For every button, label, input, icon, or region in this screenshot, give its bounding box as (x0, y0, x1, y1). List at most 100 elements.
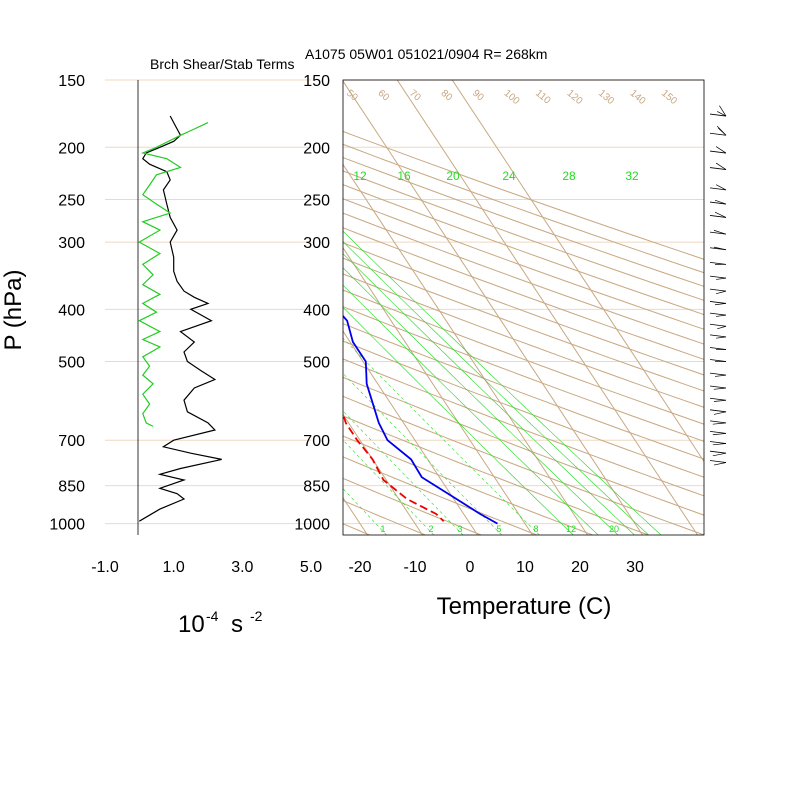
wind-barb-flag-740-0 (712, 452, 727, 457)
wind-barbs (709, 105, 727, 466)
left-x-tick-1.0: 1.0 (163, 559, 185, 576)
isotherm-40 (396, 80, 698, 535)
left-x-tick--1.0: -1.0 (91, 559, 119, 576)
wind-barb-flag-590-0 (713, 399, 727, 402)
right-isobar-lines (343, 80, 704, 525)
left-panel-title: Brch Shear/Stab Terms (150, 56, 294, 72)
left-y-tick-300: 300 (58, 235, 85, 252)
wind-barb-shaft-190 (709, 132, 727, 136)
stab-term-line (137, 122, 209, 427)
wind-barb-flag-650-0 (712, 422, 727, 425)
dry-adiabat-label-60: 60 (376, 88, 392, 104)
wind-barb-shaft-410 (709, 312, 727, 316)
right-x-axis-title: Temperature (C) (437, 593, 612, 620)
mixing-ratio-32 (343, 230, 662, 535)
wind-barb-flag-530-0 (714, 374, 727, 377)
left-y-tick-700: 700 (58, 433, 85, 450)
left-y-tick-850: 850 (58, 479, 85, 496)
temp-tick-10: 10 (516, 559, 534, 576)
left-x-tick-5.0: 5.0 (300, 559, 322, 576)
right-y-tick-250: 250 (303, 192, 330, 209)
mixing-label-lower-2: 2 (428, 524, 433, 534)
mixing-label-lower-12: 12 (566, 524, 576, 534)
right-y-tick-1000: 1000 (294, 517, 330, 534)
mixing-label-upper-16: 16 (397, 169, 411, 183)
right-x-tick-labels: -20 -10 0 10 20 30 (348, 559, 644, 576)
wind-barb-flag-310-0 (713, 246, 727, 251)
mixing-label-lower-1: 1 (380, 524, 385, 534)
isotherm-10 (343, 246, 533, 535)
mixing-ratio-lines (343, 230, 662, 535)
mixing-label-upper-24: 24 (502, 169, 516, 183)
dry-adiabat-350 (343, 323, 704, 460)
dry-adiabat-320 (343, 376, 704, 516)
dry-adiabat-480 (343, 130, 704, 260)
left-y-tick-200: 200 (58, 140, 85, 157)
dry-adiabat-400 (343, 242, 704, 376)
left-y-axis-title: P (hPa) (0, 270, 27, 351)
mixing-ratio-20 (343, 267, 619, 535)
left-x-tick-labels: -1.0 1.0 3.0 5.0 (91, 559, 322, 576)
wind-barb-shaft-255 (709, 201, 727, 205)
dry-adiabat-430 (343, 198, 704, 330)
right-plot-frame (342, 79, 705, 536)
wind-barb-shaft-370 (709, 288, 727, 292)
dry-adiabat-label-100: 100 (502, 88, 522, 107)
wind-barb-shaft-590 (709, 397, 727, 401)
right-y-tick-500: 500 (303, 355, 330, 372)
dry-adiabat-330 (343, 358, 704, 497)
wind-barb-flag-350-0 (716, 277, 727, 280)
x-unit-exp1: -4 (206, 608, 219, 624)
left-x-axis-title: 10 -4 s -2 (178, 608, 263, 638)
left-y-tick-500: 500 (58, 355, 85, 372)
dry-adiabat-440 (343, 184, 704, 316)
shear-term-line (138, 115, 222, 522)
wind-barb-flag-680-0 (712, 433, 727, 436)
dry-adiabat-310 (343, 395, 704, 535)
isotherm-50 (451, 80, 704, 463)
mixing-label-lower-20: 20 (609, 524, 619, 534)
right-y-tick-labels: 150 200 250 300 400 500 700 850 1000 (294, 73, 330, 534)
right-y-tick-850: 850 (303, 479, 330, 496)
dry-adiabat-label-70: 70 (407, 88, 423, 104)
temperature-profile-line (343, 314, 498, 525)
dry-adiabat-340 (343, 340, 704, 478)
dry-adiabat-label-140: 140 (628, 88, 648, 107)
temp-tick-20: 20 (571, 559, 589, 576)
wind-barb-flag-220-0 (715, 162, 727, 170)
dry-adiabat-label-150: 150 (659, 88, 679, 107)
dry-adiabat-380 (343, 273, 704, 408)
mixing-label-lower-8: 8 (533, 524, 538, 534)
dry-adiabat-410 (343, 227, 704, 360)
dry-adiabat-290 (343, 435, 593, 535)
wind-barb-flag-410-0 (716, 314, 727, 317)
wind-barb-flag-390-0 (714, 303, 727, 306)
wind-barb-flag-450-0 (716, 336, 727, 339)
wind-barb-shaft-220 (709, 167, 727, 170)
wind-barb-shaft-175 (709, 113, 727, 117)
mixing-ratio-3 (343, 410, 464, 535)
left-y-tick-1000: 1000 (49, 517, 85, 534)
wind-barb-shaft-680 (709, 431, 727, 434)
right-y-tick-150: 150 (303, 73, 330, 90)
dry-adiabat-470 (343, 143, 704, 274)
dry-adiabat-390 (343, 257, 704, 392)
left-panel: 150 200 250 300 400 500 700 850 1000 -1.0 1.0 3.0 5… (0, 73, 322, 638)
right-y-tick-700: 700 (303, 433, 330, 450)
mixing-ratio-2 (343, 439, 435, 535)
mixing-label-lower-3: 3 (457, 524, 462, 534)
wind-barb-flag-255-0 (714, 199, 727, 205)
wind-barb-flag-710-0 (712, 443, 727, 446)
wind-barb-shaft-740 (709, 450, 727, 454)
mixing-label-upper-28: 28 (562, 169, 576, 183)
wind-barb-flag-175-0 (719, 105, 727, 117)
left-y-tick-400: 400 (58, 302, 85, 319)
left-x-tick-3.0: 3.0 (231, 559, 253, 576)
isotherm--40 (0, 80, 258, 535)
wind-barb-shaft-450 (709, 334, 727, 338)
left-y-tick-150: 150 (58, 73, 85, 90)
wind-barb-shaft-430 (709, 323, 727, 327)
dry-adiabat-lines (343, 130, 704, 535)
dry-adiabat-360 (343, 306, 704, 442)
mixing-label-lower-5: 5 (496, 524, 501, 534)
